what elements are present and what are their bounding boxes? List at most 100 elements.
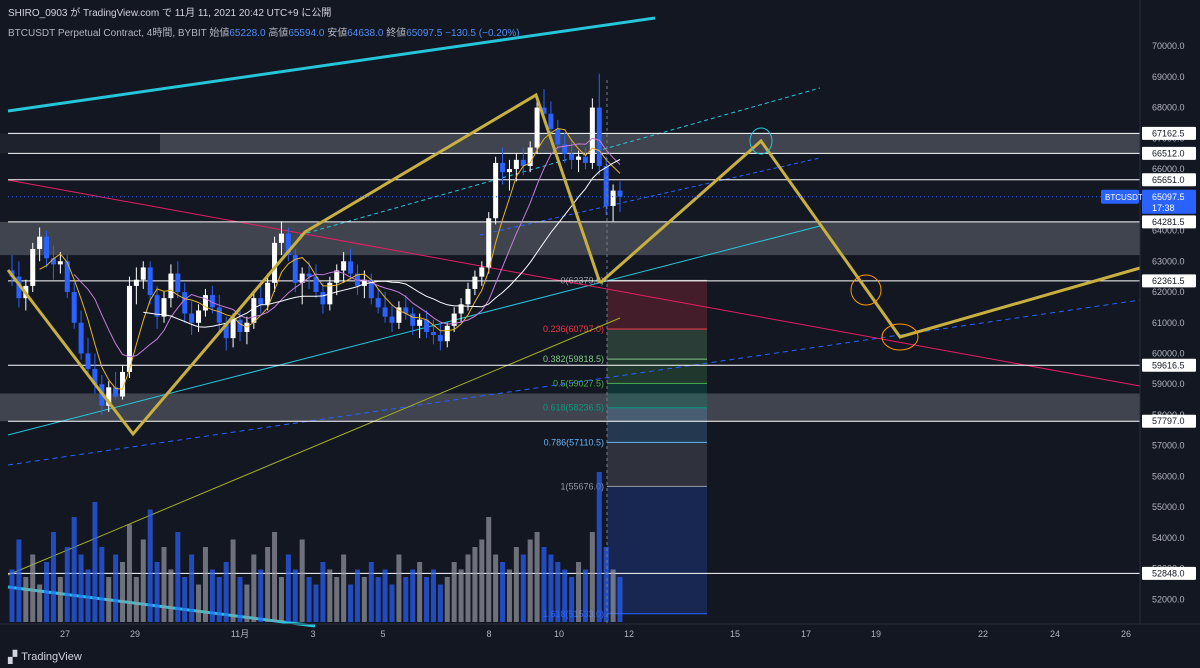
candle-body — [431, 332, 436, 335]
candle-body — [79, 323, 84, 354]
volume-bar — [272, 532, 277, 622]
candle-body — [72, 292, 77, 323]
candle-body — [390, 317, 395, 323]
fib-level-label: 0.786(57110.5) — [544, 437, 604, 447]
candle-body — [182, 292, 187, 314]
volume-bar — [58, 577, 63, 622]
candle-body — [576, 157, 581, 160]
time-tick-label: 12 — [624, 629, 634, 639]
level-price-tag-text: 62361.5 — [1152, 276, 1185, 286]
time-tick-label: 11月 — [231, 629, 249, 639]
volume-bar — [548, 555, 553, 623]
volume-bar — [320, 562, 325, 622]
time-tick-label: 27 — [60, 629, 70, 639]
price-tick-label: 68000.0 — [1152, 103, 1185, 113]
fib-level-label: 0.618(58236.5) — [543, 403, 604, 413]
volume-bar — [535, 532, 540, 622]
candle-body — [597, 108, 602, 166]
candle-body — [265, 283, 270, 305]
candle-body — [618, 191, 623, 197]
level-price-tag-text: 59616.5 — [1152, 360, 1185, 370]
volume-bar — [604, 547, 609, 622]
volume-bar — [23, 577, 28, 622]
volume-bar — [120, 562, 125, 622]
volume-bar — [203, 547, 208, 622]
candle-body — [272, 243, 277, 283]
high-label: 高値 — [268, 28, 288, 39]
volume-bar — [590, 532, 595, 622]
volume-bar — [155, 562, 160, 622]
volume-bar — [258, 570, 263, 623]
level-price-tag-text: 52848.0 — [1152, 568, 1185, 578]
volume-bar — [445, 577, 450, 622]
volume-bar — [286, 555, 291, 623]
candle-body — [555, 129, 560, 144]
fib-band — [607, 383, 707, 407]
fib-band — [607, 442, 707, 486]
volume-bar — [514, 547, 519, 622]
volume-bar — [238, 577, 243, 622]
low-label: 安値 — [327, 28, 347, 39]
volume-bar — [583, 570, 588, 623]
candle-body — [493, 163, 498, 218]
candle-body — [86, 353, 91, 368]
candle-body — [168, 274, 173, 299]
price-tick-label: 59000.0 — [1152, 379, 1185, 389]
bar-countdown-text: 17:38 — [1152, 203, 1175, 213]
candle-body — [58, 261, 63, 264]
volume-bar — [79, 555, 84, 623]
volume-bar — [390, 585, 395, 623]
price-tick-label: 62000.0 — [1152, 287, 1185, 297]
volume-bar — [30, 555, 35, 623]
price-tick-label: 52000.0 — [1152, 594, 1185, 604]
candle-body — [604, 166, 609, 206]
candle-body — [134, 280, 139, 286]
candle-body — [148, 267, 153, 295]
candle-body — [445, 326, 450, 341]
volume-bar — [472, 547, 477, 622]
level-price-tag-text: 64281.5 — [1152, 217, 1185, 227]
volume-bar — [528, 540, 533, 623]
volume-bar — [134, 577, 139, 622]
tradingview-brand[interactable]: ▞ TradingView — [8, 650, 82, 664]
volume-bar — [597, 472, 602, 622]
tradingview-logo-icon: ▞ — [8, 650, 17, 664]
volume-bar — [37, 585, 42, 623]
price-tick-label: 66000.0 — [1152, 164, 1185, 174]
volume-bar — [396, 555, 401, 623]
brand-text: TradingView — [21, 651, 82, 663]
time-tick-label: 15 — [730, 629, 740, 639]
fib-level-label: 0.5(59027.5) — [553, 378, 604, 388]
candle-body — [258, 298, 263, 304]
volume-bar — [341, 555, 346, 623]
candle-body — [162, 298, 167, 316]
candle-body — [141, 267, 146, 279]
volume-bar — [369, 562, 374, 622]
volume-bar — [307, 577, 312, 622]
candle-body — [410, 314, 415, 326]
candle-body — [44, 237, 49, 259]
price-tick-label: 54000.0 — [1152, 533, 1185, 543]
candle-body — [590, 108, 595, 163]
candle-body — [479, 267, 484, 276]
volume-bar — [99, 547, 104, 622]
candle-body — [189, 314, 194, 323]
volume-bar — [251, 555, 256, 623]
candle-body — [611, 191, 616, 206]
volume-bar — [431, 570, 436, 623]
volume-bar — [459, 570, 464, 623]
volume-bar — [521, 555, 526, 623]
volume-bar — [44, 562, 49, 622]
candle-body — [320, 292, 325, 304]
volume-bar — [127, 525, 132, 623]
candle-body — [472, 277, 477, 289]
fib-band — [607, 359, 707, 383]
volume-bar — [244, 585, 249, 623]
low-value: 64638.0 — [347, 28, 383, 39]
price-tick-label: 61000.0 — [1152, 318, 1185, 328]
time-tick-label: 3 — [310, 629, 315, 639]
candle-body — [569, 154, 574, 160]
volume-bar — [542, 547, 547, 622]
candle-body — [507, 169, 512, 172]
